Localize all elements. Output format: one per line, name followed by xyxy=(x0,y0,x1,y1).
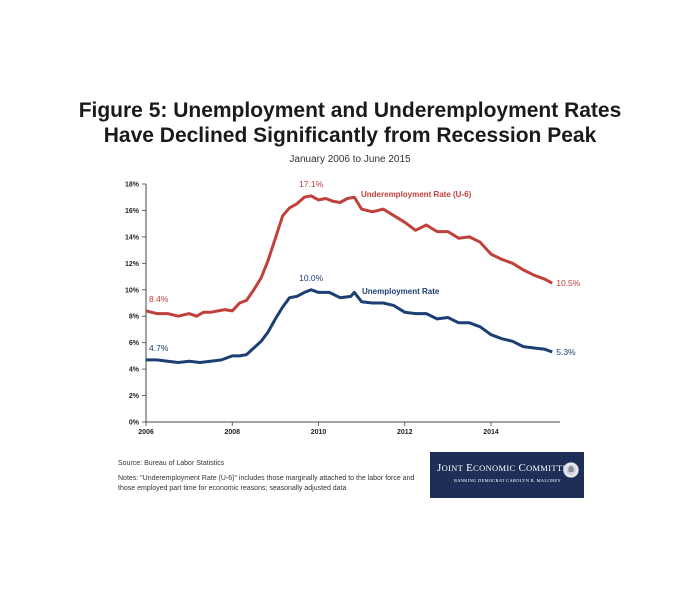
jec-logo: JOINT ECONOMIC COMMITTEE RANKING DEMOCRA… xyxy=(430,452,584,498)
notes-text: Notes: "Underemployment Rate (U-6)" incl… xyxy=(118,475,415,492)
x-tick-label: 2012 xyxy=(397,429,413,436)
u6-series-line xyxy=(145,194,553,318)
unemployment-series-name: Unemployment Rate xyxy=(362,287,440,296)
data-label: 5.3% xyxy=(556,347,576,357)
y-tick-label: 12% xyxy=(125,261,140,268)
chart-title: Figure 5: Unemployment and Underemployme… xyxy=(0,98,700,148)
data-label: 10.5% xyxy=(556,278,581,288)
x-tick-label: 2008 xyxy=(224,429,240,436)
y-tick-label: 6% xyxy=(129,340,140,347)
y-tick-label: 2% xyxy=(129,393,140,400)
y-tick-label: 8% xyxy=(129,314,140,321)
x-tick-label: 2010 xyxy=(311,429,327,436)
data-label: 4.7% xyxy=(149,343,169,353)
chart-subtitle: January 2006 to June 2015 xyxy=(289,154,411,165)
y-tick-label: 18% xyxy=(125,182,140,189)
data-label: 10.0% xyxy=(299,273,324,283)
x-tick-label: 2006 xyxy=(138,429,154,436)
logo-name: JOINT ECONOMIC COMMITTEE xyxy=(437,462,574,474)
chart-title-line2: Have Declined Significantly from Recessi… xyxy=(103,124,597,147)
data-label: 8.4% xyxy=(149,294,169,304)
y-tick-label: 16% xyxy=(125,208,140,215)
x-tick-label: 2014 xyxy=(483,429,499,436)
data-label: 17.1% xyxy=(299,179,324,189)
congress-seal-icon xyxy=(563,462,579,478)
y-tick-label: 4% xyxy=(129,367,140,374)
y-tick-label: 14% xyxy=(125,234,140,241)
chart-title-line1: Figure 5: Unemployment and Underemployme… xyxy=(78,99,622,122)
source-note: Source: Bureau of Labor Statistics xyxy=(118,460,225,467)
y-tick-label: 0% xyxy=(129,420,140,427)
u6-series-name: Underemployment Rate (U-6) xyxy=(361,190,472,199)
logo-subtitle: RANKING DEMOCRAT CAROLYN B. MALONEY xyxy=(454,478,561,483)
y-tick-label: 10% xyxy=(125,287,140,294)
unemployment-series-line xyxy=(146,288,553,364)
